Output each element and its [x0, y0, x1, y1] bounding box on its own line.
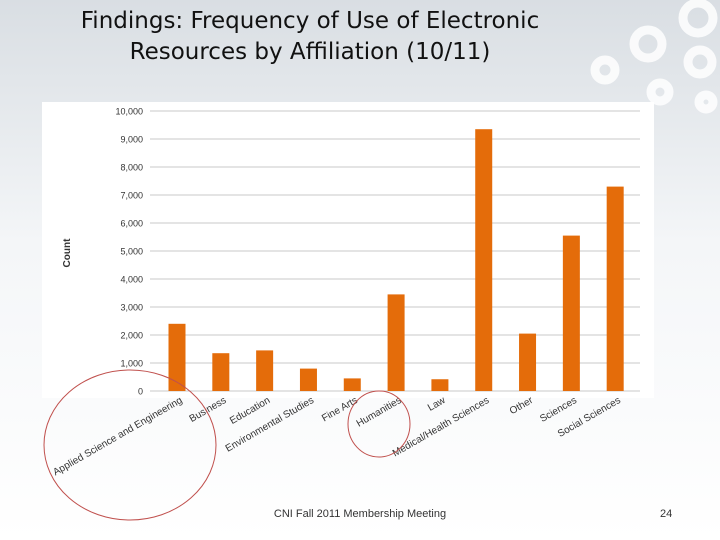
bar: [256, 350, 274, 391]
footer-text: CNI Fall 2011 Membership Meeting: [273, 508, 447, 520]
page-number: 24: [660, 508, 673, 520]
x-tick-label: Law: [426, 395, 448, 414]
y-tick-label: 5,000: [120, 247, 143, 257]
bar-layer: [168, 129, 624, 391]
y-tick-label: 8,000: [120, 163, 143, 173]
title-line-2: Resources by Affiliation (10/11): [129, 39, 491, 65]
y-tick-label: 1,000: [120, 359, 143, 369]
y-tick-label: 6,000: [120, 219, 143, 229]
bar: [562, 235, 580, 391]
annotation-circle: [43, 369, 217, 521]
x-tick-label: Humanities: [355, 395, 404, 430]
y-tick-label: 9,000: [120, 135, 143, 145]
x-tick-label: Applied Science and Engineering: [51, 395, 184, 478]
chart-panel: [42, 102, 654, 398]
y-tick-label: 10,000: [115, 107, 143, 117]
y-tick-label: 3,000: [120, 303, 143, 313]
bar: [299, 368, 317, 391]
x-tick-label: Other: [508, 395, 536, 417]
bar: [475, 129, 493, 391]
y-tick-label: 4,000: [120, 275, 143, 285]
annotation-circle: [347, 390, 411, 458]
y-tick-label: 2,000: [120, 331, 143, 341]
bar: [519, 333, 537, 391]
y-axis-label: Count: [62, 238, 73, 268]
bar: [212, 353, 230, 391]
x-tick-layer: Applied Science and Engineering Business E…: [51, 395, 622, 479]
bar: [606, 186, 624, 391]
slide-title: Findings: Frequency of Use of Electronic…: [40, 6, 580, 68]
y-tick-label: 0: [138, 387, 143, 397]
bar: [431, 379, 449, 391]
bar: [168, 323, 186, 391]
x-tick-label: Business: [188, 395, 229, 425]
bar: [343, 378, 361, 391]
annotation-layer: [43, 369, 411, 521]
decorative-circles: [590, 0, 718, 114]
y-tick-layer: 0 1,000 2,000 3,000 4,000 5,000 6,000 7,000 8,00…: [115, 107, 143, 397]
bar: [387, 294, 405, 391]
title-line-1: Findings: Frequency of Use of Electronic: [80, 8, 540, 34]
y-tick-label: 7,000: [120, 191, 143, 201]
